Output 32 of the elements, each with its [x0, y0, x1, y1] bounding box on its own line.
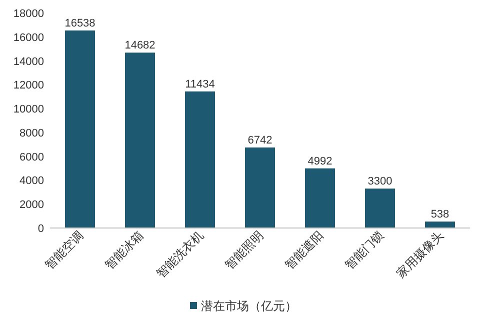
data-label: 16538: [64, 17, 96, 30]
legend-label: 潜在市场（亿元）: [201, 299, 297, 313]
y-tick-label: 2000: [20, 199, 44, 212]
data-label: 11434: [185, 78, 215, 90]
bar: [245, 147, 275, 228]
y-tick-label: 16000: [13, 32, 44, 44]
data-label: 538: [430, 208, 450, 221]
x-tick-label: 智能洗衣机: [154, 228, 206, 281]
y-tick-label: 18000: [13, 8, 44, 20]
y-tick-label: 6000: [20, 151, 44, 164]
bar: [65, 30, 95, 228]
y-tick-label: 4000: [20, 175, 44, 188]
y-tick-label: 10000: [13, 104, 44, 116]
bar: [365, 188, 395, 228]
y-tick-label: 0: [38, 223, 44, 235]
bar: [125, 52, 155, 228]
bar: [305, 168, 335, 228]
data-label: 3300: [368, 176, 392, 188]
bar: [185, 91, 215, 228]
y-tick-label: 12000: [13, 80, 44, 92]
x-tick-label: 智能门锁: [342, 228, 386, 272]
x-tick-label: 智能照明: [222, 228, 266, 272]
x-tick-label: 智能遮阳: [282, 228, 326, 272]
data-label: 4992: [308, 155, 332, 168]
x-tick-label: 智能冰箱: [102, 228, 146, 272]
bar: [425, 222, 455, 228]
y-tick-label: 14000: [13, 56, 44, 68]
y-tick-label: 8000: [20, 127, 44, 140]
data-label: 14682: [124, 40, 156, 52]
x-tick-label: 智能空调: [42, 228, 86, 272]
x-tick-label: 家用摄像头: [394, 228, 446, 281]
data-label: 6742: [248, 134, 272, 146]
